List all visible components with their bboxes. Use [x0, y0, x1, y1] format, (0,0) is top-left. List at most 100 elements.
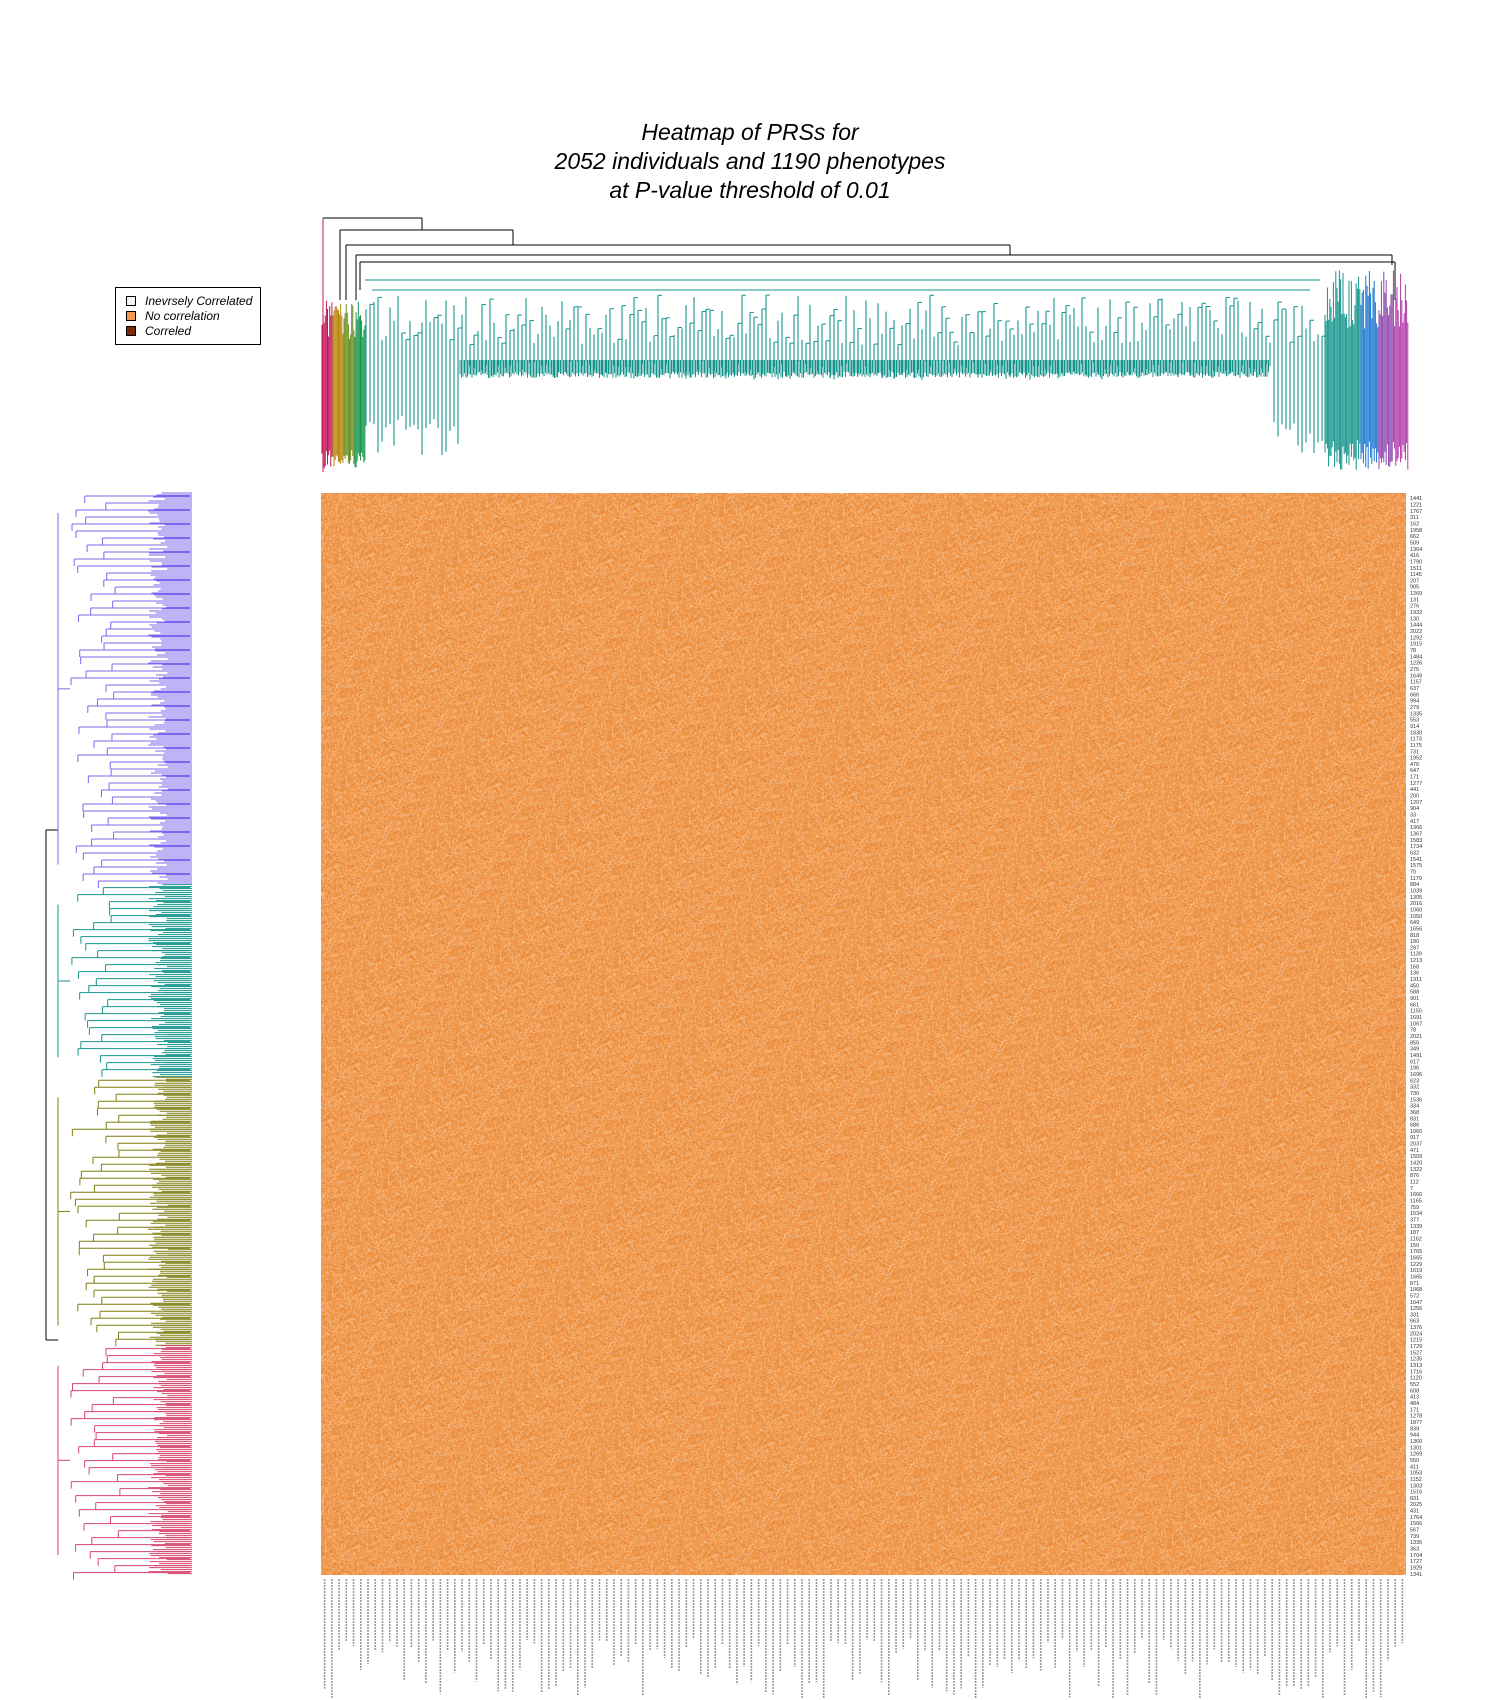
- row-label: 413: [1410, 1395, 1419, 1401]
- row-label: 1120: [1410, 1376, 1422, 1382]
- row-label: 349: [1410, 1047, 1419, 1053]
- row-label: 1311: [1410, 977, 1422, 983]
- row-label: 1301: [1410, 1445, 1422, 1451]
- row-label: 1649: [1410, 673, 1422, 679]
- row-label: 1313: [1410, 1363, 1422, 1369]
- row-label: 1335: [1410, 711, 1422, 717]
- row-label: 1162: [1410, 1236, 1422, 1242]
- row-label: 905: [1410, 585, 1419, 591]
- row-label: 1367: [1410, 832, 1422, 838]
- row-label: 1441: [1410, 496, 1422, 502]
- row-label: 1619: [1410, 1268, 1422, 1274]
- row-label: 363: [1410, 1547, 1419, 1553]
- row-label: 1665: [1410, 1274, 1422, 1280]
- row-label: 1060: [1410, 1129, 1422, 1135]
- row-label: 431: [1410, 1509, 1419, 1515]
- row-label: 884: [1410, 882, 1419, 888]
- row-label: 187: [1410, 1230, 1419, 1236]
- row-label: 1444: [1410, 623, 1422, 629]
- legend-label: Correled: [145, 324, 192, 338]
- row-label: 1221: [1410, 502, 1422, 508]
- row-label: 1256: [1410, 1306, 1422, 1312]
- row-label: 1952: [1410, 756, 1422, 762]
- row-label: 662: [1410, 534, 1419, 540]
- row-label: 1179: [1410, 876, 1422, 882]
- row-label: 276: [1410, 604, 1419, 610]
- row-label: 1269: [1410, 591, 1422, 597]
- row-label: 1053: [1410, 1471, 1422, 1477]
- legend-label: Inevrsely Correlated: [145, 294, 253, 308]
- row-label: 1360: [1410, 1439, 1422, 1445]
- row-label: 647: [1410, 768, 1419, 774]
- row-label: 1336: [1410, 1540, 1422, 1546]
- row-label: 1656: [1410, 926, 1422, 932]
- row-label: 831: [1410, 1116, 1419, 1122]
- row-label: 1541: [1410, 857, 1422, 863]
- row-label: 162: [1410, 521, 1419, 527]
- row-label: 377: [1410, 1217, 1419, 1223]
- row-label: 1150: [1410, 1009, 1422, 1015]
- chart-title: Heatmap of PRSs for 2052 individuals and…: [500, 118, 1000, 205]
- row-label: 608: [1410, 1388, 1419, 1394]
- row-label: 1068: [1410, 1287, 1422, 1293]
- row-label: 275: [1410, 667, 1419, 673]
- row-label: 200: [1410, 794, 1419, 800]
- row-label: 1536: [1410, 1097, 1422, 1103]
- row-label: 1734: [1410, 844, 1422, 850]
- row-label: 411: [1410, 1464, 1419, 1470]
- row-label: 1165: [1410, 1199, 1422, 1205]
- row-labels: 1441122117673111621958662509136441617901…: [1410, 496, 1422, 1578]
- row-label: 150: [1410, 1243, 1419, 1249]
- row-label: 1696: [1410, 1072, 1422, 1078]
- row-label: 334: [1410, 1104, 1419, 1110]
- row-label: 1173: [1410, 737, 1422, 743]
- row-label: 1364: [1410, 547, 1422, 553]
- row-label: 914: [1410, 724, 1419, 730]
- row-label: 839: [1410, 1426, 1419, 1432]
- row-label: 731: [1410, 749, 1419, 755]
- row-label: 649: [1410, 920, 1419, 926]
- row-label: 1376: [1410, 1325, 1422, 1331]
- row-label: 1830: [1410, 730, 1422, 736]
- row-label: 279: [1410, 705, 1419, 711]
- row-label: 617: [1410, 1059, 1419, 1065]
- row-label: 855: [1410, 1040, 1419, 1046]
- row-label: 901: [1410, 996, 1419, 1002]
- row-label: 2025: [1410, 1502, 1422, 1508]
- row-label: 171: [1410, 775, 1419, 781]
- row-label: 572: [1410, 1293, 1419, 1299]
- row-label: 112: [1410, 1180, 1419, 1186]
- row-label: 417: [1410, 819, 1419, 825]
- row-label: 1691: [1410, 1015, 1422, 1021]
- row-label: 944: [1410, 1433, 1419, 1439]
- row-label: 1278: [1410, 1414, 1422, 1420]
- row-label: 567: [1410, 1528, 1419, 1534]
- row-label: 1729: [1410, 1344, 1422, 1350]
- row-label: 1207: [1410, 800, 1422, 806]
- row-label: 1929: [1410, 1566, 1422, 1572]
- row-label: 450: [1410, 983, 1419, 989]
- row-label: 1215: [1410, 1338, 1422, 1344]
- row-label: 663: [1410, 1319, 1419, 1325]
- row-label: 1877: [1410, 1420, 1422, 1426]
- row-label: 1704: [1410, 1553, 1422, 1559]
- row-label: 876: [1410, 1173, 1419, 1179]
- row-label: 1958: [1410, 528, 1422, 534]
- row-label: 1566: [1410, 1521, 1422, 1527]
- row-label: 196: [1410, 1066, 1419, 1072]
- row-label: 1050: [1410, 914, 1422, 920]
- row-label: 1213: [1410, 958, 1422, 964]
- row-label: 1277: [1410, 781, 1422, 787]
- row-label: 1716: [1410, 1369, 1422, 1375]
- row-label: 1322: [1410, 1167, 1422, 1173]
- row-label: 1303: [1410, 1483, 1422, 1489]
- row-label: 416: [1410, 553, 1419, 559]
- row-label: 2022: [1410, 629, 1422, 635]
- row-label: 1932: [1410, 610, 1422, 616]
- row-label: 1226: [1410, 661, 1422, 667]
- row-label: 588: [1410, 990, 1419, 996]
- row-label: 1915: [1410, 642, 1422, 648]
- row-label: 730: [1410, 1091, 1419, 1097]
- row-dendrogram: [45, 492, 192, 1580]
- row-label: 994: [1410, 699, 1419, 705]
